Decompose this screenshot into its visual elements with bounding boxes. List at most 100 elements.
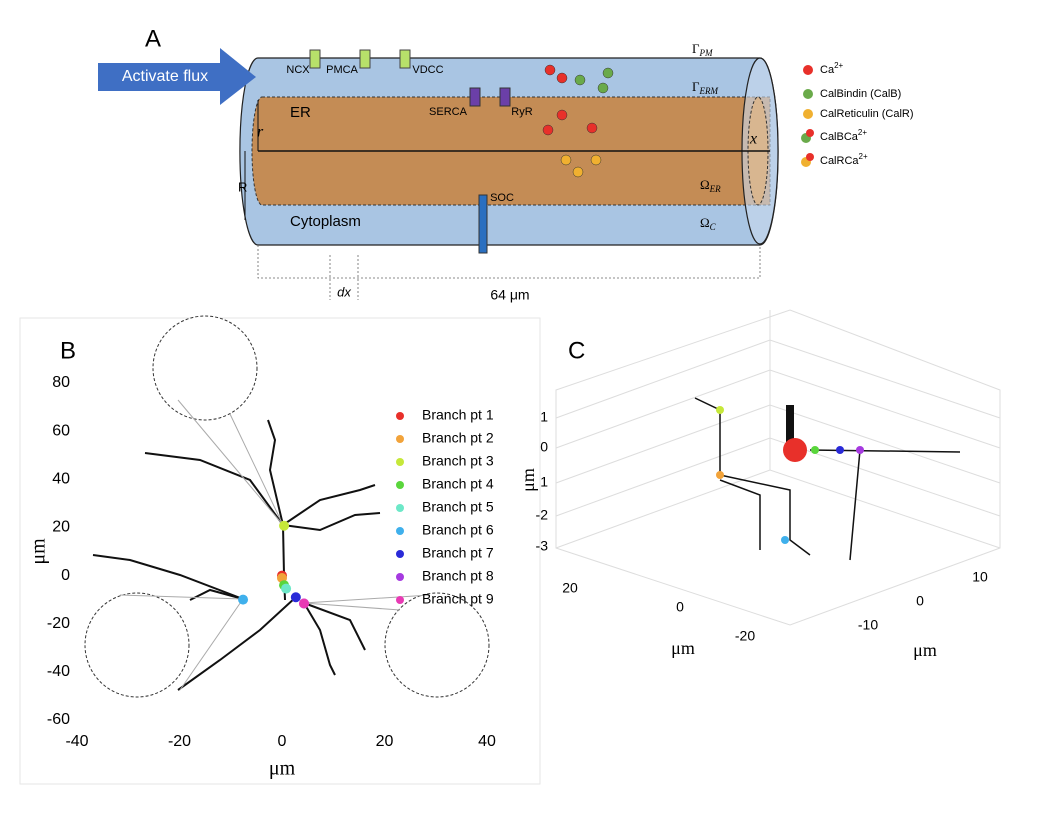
z-tick-label: 1 [540, 409, 548, 425]
legend-label: Branch pt 9 [422, 591, 494, 607]
channel-label: SOC [490, 192, 514, 204]
region-label: Cytoplasm [290, 213, 361, 230]
x-tick-label: 0 [278, 733, 287, 750]
region-label: ER [290, 104, 311, 121]
trace [282, 512, 381, 532]
channel-label: RyR [511, 106, 532, 118]
arrow-label: Activate flux [122, 68, 208, 85]
trace [177, 596, 297, 691]
x-axis-label: μm [269, 758, 296, 780]
branch-point [281, 583, 292, 594]
point [716, 406, 724, 414]
legend-text: CalBCa2+ [820, 128, 867, 143]
channel [469, 87, 481, 107]
molecule [572, 166, 584, 178]
legend-text: CalRCa2+ [820, 152, 868, 167]
branch-point [299, 598, 310, 609]
y-tick-label: 60 [52, 422, 70, 439]
x-tick-label: -20 [168, 733, 191, 750]
legend-icon [806, 129, 814, 137]
legend-marker [396, 550, 404, 558]
legend-label: Branch pt 2 [422, 430, 494, 446]
legend-marker [396, 481, 404, 489]
molecule [556, 72, 568, 84]
zoom-insets [84, 315, 490, 698]
z-axis-label: μm [518, 468, 538, 492]
y-axis-label: μm [28, 538, 50, 565]
legend-marker [396, 527, 404, 535]
boundary-label: ΓERM [692, 79, 719, 96]
flux-arrow [98, 48, 256, 105]
y-tick-label: 20 [52, 519, 70, 536]
legend-marker [396, 504, 404, 512]
legend-marker [396, 458, 404, 466]
branch-point [238, 594, 249, 605]
channel-label: SERCA [429, 106, 468, 118]
point [716, 471, 724, 479]
legend-icon [803, 109, 813, 119]
legend-text: Ca2+ [820, 61, 844, 76]
trace [92, 554, 244, 600]
legend-marker [396, 596, 404, 604]
channel-label: VDCC [412, 64, 443, 76]
point [783, 438, 807, 462]
channel [499, 87, 511, 107]
boundary-label: ΓPM [692, 41, 713, 58]
box-outline [555, 309, 1001, 626]
channels [309, 49, 511, 254]
inset [84, 592, 190, 698]
legend-label: Branch pt 1 [422, 407, 494, 423]
x-tick-label: 20 [376, 733, 394, 750]
channel [399, 49, 411, 69]
legend-icon [803, 89, 813, 99]
boundary-label: ΩER [700, 177, 721, 194]
y-tick-label: -20 [47, 615, 70, 632]
channel-label: NCX [286, 64, 310, 76]
dx-label: dx [337, 284, 351, 299]
y-tick-label: -10 [858, 617, 878, 633]
inset [152, 315, 258, 421]
point [811, 446, 819, 454]
axis-label: x [749, 131, 757, 148]
molecule [574, 74, 586, 86]
y-tick-label: 80 [52, 374, 70, 391]
dx-lines [329, 255, 359, 300]
molecule [586, 122, 598, 134]
panel-label: A [145, 25, 161, 52]
branch-point [279, 520, 290, 531]
channel-label: PMCA [326, 64, 358, 76]
boundary-label: ΩC [700, 215, 717, 232]
x-tick-label: -40 [65, 733, 88, 750]
trace [303, 602, 336, 676]
trace [189, 588, 244, 601]
z-tick-label: -2 [536, 507, 549, 523]
y-tick-label: -60 [47, 711, 70, 728]
molecule [602, 67, 614, 79]
molecule [544, 64, 556, 76]
legend-label: Branch pt 3 [422, 453, 494, 469]
legend-icon [803, 65, 813, 75]
z-tick-label: 0 [540, 439, 548, 455]
channel [309, 49, 321, 69]
molecule [556, 109, 568, 121]
legend-marker [396, 573, 404, 581]
x-tick-label: 40 [478, 733, 496, 750]
panel-frame [19, 317, 541, 785]
y-tick-label: 40 [52, 471, 70, 488]
inset [384, 592, 490, 698]
points-3d [716, 406, 864, 544]
y-tick-label: 0 [61, 567, 70, 584]
molecule [542, 124, 554, 136]
legend-label: Branch pt 6 [422, 522, 494, 538]
length-label: 64 μm [490, 287, 529, 303]
dimension [257, 245, 761, 300]
grid-3d [555, 310, 1001, 549]
trace [694, 397, 961, 561]
legend-label: Branch pt 7 [422, 545, 494, 561]
trace [282, 484, 376, 526]
panel-label: C [568, 337, 585, 364]
branch-point [290, 592, 301, 603]
y-tick-label: 10 [972, 569, 988, 585]
channel [478, 194, 488, 254]
